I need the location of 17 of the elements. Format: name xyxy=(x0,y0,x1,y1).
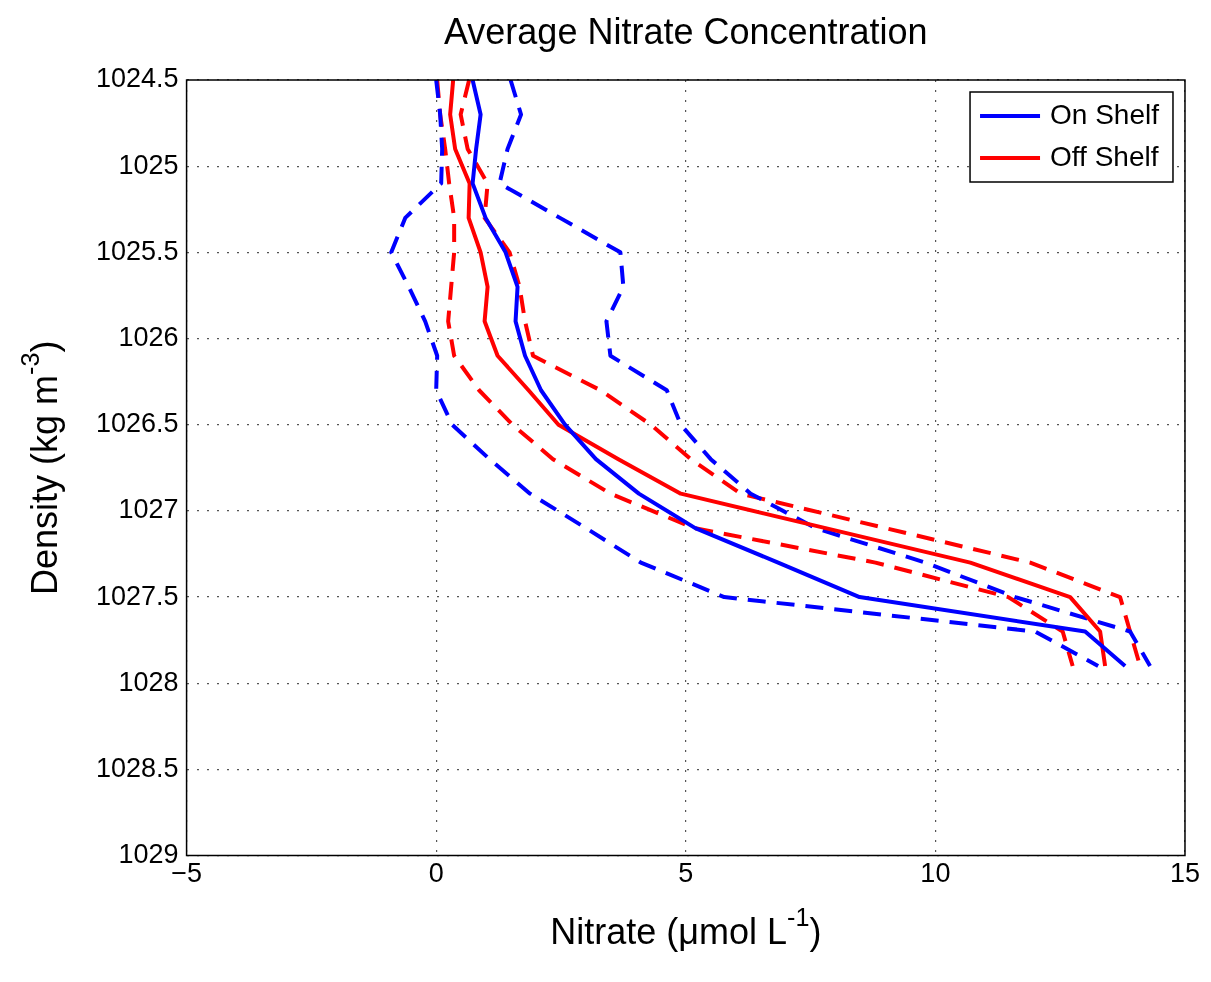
y-tick-label: 1026.5 xyxy=(95,408,179,439)
legend-label: Off Shelf xyxy=(1050,140,1159,172)
y-tick-label: 1028 xyxy=(118,666,179,697)
y-tick-label: 1025.5 xyxy=(95,235,179,266)
x-tick-label: 10 xyxy=(920,858,951,889)
y-tick-label: 1026 xyxy=(118,321,179,352)
y-tick-label: 1028.5 xyxy=(95,752,179,783)
y-tick-label: 1027.5 xyxy=(95,580,179,611)
x-tick-label: 15 xyxy=(1169,858,1201,889)
y-tick-label: 1025 xyxy=(118,149,179,180)
legend-label: On Shelf xyxy=(1050,98,1160,130)
y-axis-title: Density (kg m-3) xyxy=(16,340,65,596)
x-tick-label: 5 xyxy=(678,858,694,889)
x-tick-label: 0 xyxy=(428,858,444,889)
chart-title: Average Nitrate Concentration xyxy=(443,10,928,52)
y-tick-label: 1024.5 xyxy=(95,63,179,94)
y-tick-label: 1027 xyxy=(118,494,179,525)
